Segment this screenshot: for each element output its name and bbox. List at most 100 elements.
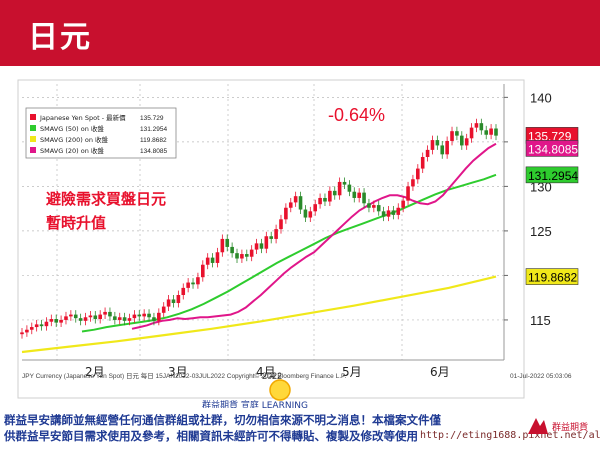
candle-body <box>25 329 29 333</box>
legend-swatch <box>30 125 36 131</box>
candle-body <box>49 319 54 322</box>
candle-body <box>479 123 484 131</box>
legend-swatch <box>30 114 36 120</box>
candle-body <box>323 197 327 202</box>
candle-body <box>406 186 410 201</box>
candle-body <box>44 321 49 327</box>
y-tick-label: 125 <box>530 224 552 239</box>
candle-body <box>445 140 449 155</box>
candle-body <box>474 123 479 128</box>
candle-body <box>284 207 288 220</box>
candle-body <box>328 190 332 202</box>
candle-body <box>54 319 59 323</box>
legend-value: 131.2954 <box>140 126 167 133</box>
disclaimer-line-1: 群益早安講師並無經營任何通信群組或社群，切勿相信來源不明之消息！本檔案文件僅 <box>4 413 441 427</box>
candle-body <box>455 131 459 136</box>
candle-body <box>39 324 44 327</box>
candle-body <box>249 249 254 257</box>
candle-body <box>367 203 371 208</box>
legend-label: SMAVG (200) on 收盤 <box>40 135 109 144</box>
legend-label: SMAVG (50) on 收盤 <box>40 124 104 133</box>
note-line-2: 暫時升值 <box>46 214 106 232</box>
candle-body <box>347 184 352 192</box>
candle-body <box>142 313 146 317</box>
candle-body <box>103 311 107 315</box>
candle-body <box>391 210 396 215</box>
candle-body <box>313 204 317 212</box>
candle-body <box>416 168 420 180</box>
candle-body <box>166 299 171 307</box>
candle-body <box>176 295 181 304</box>
x-tick-label: 2月 <box>85 365 105 379</box>
candle-body <box>337 181 342 196</box>
legend-value: 119.8682 <box>140 137 167 144</box>
candle-body <box>274 229 278 239</box>
candle-body <box>210 257 215 263</box>
candle-body <box>484 130 489 135</box>
legend-label: SMAVG (20) on 收盤 <box>40 146 104 155</box>
sticker-year: 2022 <box>262 371 282 381</box>
candle-body <box>122 317 127 321</box>
y-tick-label: 115 <box>530 313 551 328</box>
candle-body <box>298 196 303 210</box>
x-tick-label: 5月 <box>342 365 362 379</box>
last-value-label: 131.2954 <box>528 169 578 183</box>
sun-icon <box>269 379 291 401</box>
x-tick-label: 4月 <box>256 365 276 379</box>
candle-body <box>401 200 405 208</box>
candle-body <box>78 318 83 321</box>
candle-body <box>161 306 166 313</box>
last-value-label: 119.8682 <box>528 271 577 285</box>
legend-swatch <box>30 136 36 142</box>
candle-body <box>318 197 322 205</box>
candle-body <box>147 313 151 318</box>
candle-body <box>20 332 24 335</box>
timestamp-text: 01-Jul-2022 05:03:06 <box>510 373 572 380</box>
last-value-label: 135.729 <box>528 129 572 143</box>
last-value-tag <box>525 166 579 184</box>
candle-body <box>152 317 156 321</box>
note-line-1: 避險需求買盤日元 <box>46 190 166 208</box>
candle-body <box>459 135 464 146</box>
candle-body <box>117 317 122 320</box>
candle-body <box>244 254 249 257</box>
candle-body <box>303 209 308 218</box>
candle-body <box>220 238 225 253</box>
candle-body <box>425 149 430 158</box>
candle-body <box>93 315 98 320</box>
candle-body <box>279 219 283 230</box>
candle-body <box>372 205 376 208</box>
legend-label: Japanese Yen Spot - 最新價 <box>39 113 126 122</box>
logo-mark-icon <box>528 418 548 434</box>
candle-body <box>489 128 493 135</box>
candle-body <box>34 324 39 328</box>
candle-body <box>293 196 298 203</box>
logo-text: 群益期貨 <box>552 421 588 433</box>
source-text: JPY Currency (Japanese Yen Spot) 日元 每日 1… <box>22 371 347 380</box>
candle-body <box>259 243 264 249</box>
candle-body <box>450 131 454 141</box>
candle-body <box>157 312 161 321</box>
candle-body <box>332 190 337 196</box>
candle-body <box>411 179 415 187</box>
candle-body <box>201 264 205 278</box>
candle-body <box>288 202 293 208</box>
candle-body <box>69 314 73 317</box>
sma200-line <box>21 275 497 354</box>
candle-body <box>205 257 210 265</box>
legend-value: 134.8085 <box>140 148 167 155</box>
candle-body <box>494 128 498 136</box>
last-value-tag <box>525 268 579 285</box>
change-annotation: -0.64% <box>328 105 385 125</box>
candle-body <box>469 127 474 139</box>
candle-body <box>376 205 381 212</box>
candle-body <box>127 318 132 321</box>
candle-body <box>83 317 88 321</box>
candle-body <box>342 181 347 185</box>
title-bar: 日元 <box>0 0 600 66</box>
candle-body <box>88 315 93 318</box>
candle-body <box>357 192 361 198</box>
sma20-line <box>131 142 497 330</box>
